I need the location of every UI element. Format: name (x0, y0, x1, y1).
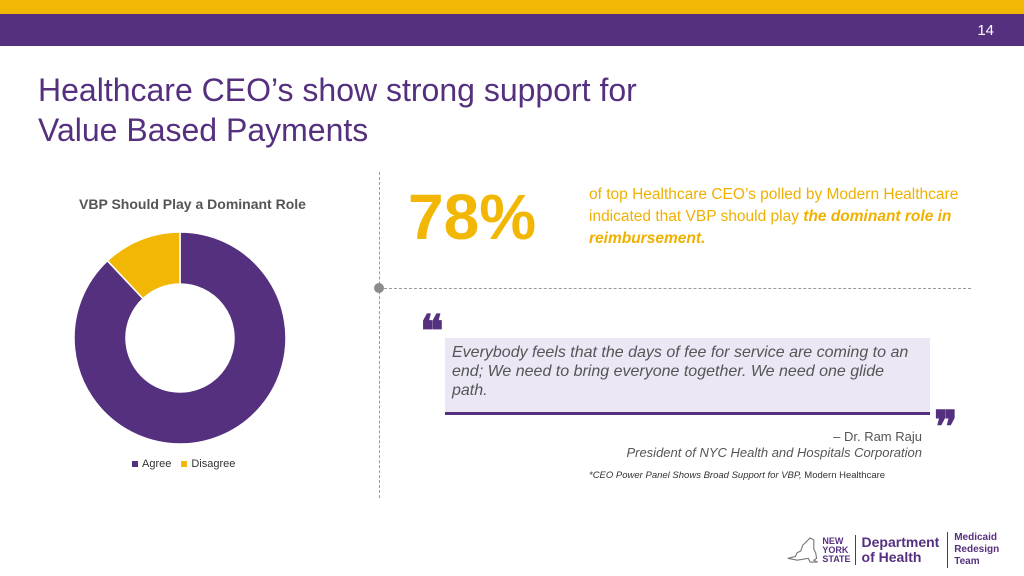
team-line-2: Redesign Team (954, 544, 1000, 567)
legend-label: Agree (142, 458, 172, 470)
state-line-3: STATE (822, 553, 851, 564)
nys-doh-logo: NEW YORK STATE Department of Health Medi… (786, 528, 1022, 572)
source-publisher: Modern Healthcare (801, 470, 886, 481)
quote-box (445, 338, 930, 415)
dept-line-2: of Health (861, 549, 922, 565)
legend-item-agree: Agree (132, 458, 171, 470)
legend-swatch (181, 461, 188, 467)
state-line-1: NEW (822, 535, 844, 546)
quote-author-role: President of NYC Health and Hospitals Co… (626, 445, 922, 460)
source-title: *CEO Power Panel Shows Broad Support for… (589, 470, 802, 481)
chart-legend: Agree Disagree (132, 458, 235, 470)
legend-label: Disagree (191, 458, 236, 470)
ny-state-wordmark: NEW YORK STATE (822, 535, 851, 564)
team-line-1: Medicaid (954, 532, 997, 543)
chart-title: VBP Should Play a Dominant Role (79, 196, 306, 212)
open-quote-icon: ❝ (420, 306, 444, 357)
vertical-divider (379, 172, 380, 498)
slide-title: Healthcare CEO’s show strong support for… (38, 70, 678, 150)
title-line-2: Value Based Payments (38, 112, 369, 148)
legend-swatch (132, 461, 138, 467)
stat-percent: 78% (408, 181, 537, 253)
stat-description: of top Healthcare CEO’s polled by Modern… (589, 184, 969, 250)
ny-state-map-icon (787, 537, 818, 563)
stat-text-plain: of top Healthcare CEO’s polled by Modern… (589, 186, 959, 225)
top-purple-bar (0, 14, 1024, 46)
top-gold-bar (0, 0, 1024, 14)
stat-text-emphasis: the dominant role in reimbursement. (589, 208, 952, 247)
state-line-2: YORK (822, 544, 849, 555)
source-citation: *CEO Power Panel Shows Broad Support for… (589, 470, 885, 481)
divider-dot (374, 283, 384, 293)
dept-line-1: Department (861, 534, 940, 550)
slide-number: 14 (977, 22, 994, 39)
horizontal-divider (379, 288, 971, 289)
quote-author: – Dr. Ram Raju (833, 429, 922, 444)
quote-text: Everybody feels that the days of fee for… (452, 344, 909, 399)
medicaid-redesign-wordmark: Medicaid Redesign Team (947, 532, 1022, 568)
slice-disagree (106, 231, 181, 300)
slice-agree (73, 231, 287, 445)
department-wordmark: Department of Health (854, 534, 942, 565)
close-quote-icon: ❞ (934, 402, 958, 453)
donut-chart (73, 231, 287, 445)
legend-item-disagree: Disagree (181, 458, 235, 470)
title-line-1: Healthcare CEO’s show strong support for (38, 72, 637, 108)
